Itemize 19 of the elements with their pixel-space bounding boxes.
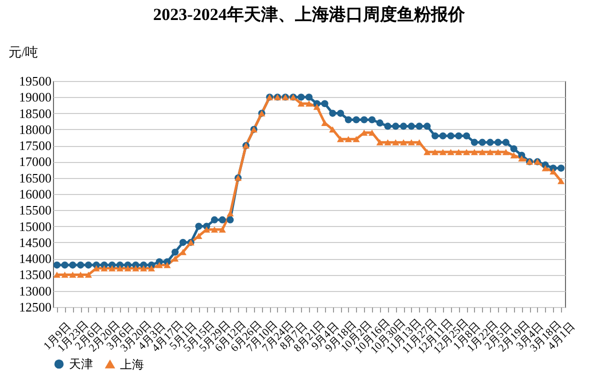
y-tick-label: 18500 [19,106,52,121]
y-axis-title: 元/吨 [8,44,38,60]
y-tick-label: 13500 [19,267,52,282]
y-tick-label: 14500 [19,234,52,250]
legend-label: 上海 [120,357,144,372]
y-tick-label: 17500 [19,138,52,154]
chart-title: 2023-2024年天津、上海港口周度鱼粉报价 [153,5,466,24]
y-tick-label: 16000 [19,186,52,202]
y-tick-label: 14000 [19,251,52,266]
y-tick-label: 13000 [19,283,52,298]
legend-label: 天津 [69,357,93,372]
y-tick-label: 18000 [19,122,52,137]
y-tick-label: 19500 [19,74,52,88]
y-tick-label: 16500 [19,170,52,186]
y-tick-label: 17000 [19,154,52,170]
y-tick-label: 15000 [19,218,52,234]
y-tick-label: 12500 [19,300,52,314]
y-tick-label: 19000 [19,90,52,105]
y-tick-label: 15500 [19,202,52,218]
